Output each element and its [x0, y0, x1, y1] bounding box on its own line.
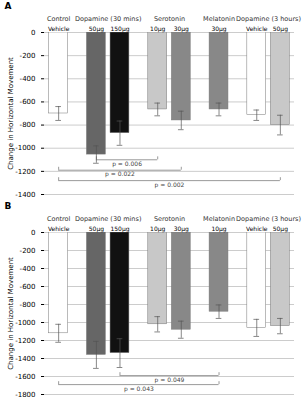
svg-text:-400: -400 — [20, 75, 36, 83]
svg-text:Dopamine (3 hours): Dopamine (3 hours) — [236, 215, 301, 223]
svg-text:p = 0.022: p = 0.022 — [105, 170, 135, 178]
svg-text:50µg: 50µg — [273, 225, 288, 233]
svg-text:p = 0.006: p = 0.006 — [112, 160, 142, 168]
svg-text:Change in Horizontal Movement: Change in Horizontal Movement — [7, 257, 15, 370]
svg-text:-600: -600 — [20, 98, 36, 106]
svg-text:30µg: 30µg — [174, 225, 189, 233]
svg-text:B: B — [5, 201, 12, 211]
svg-text:-1600: -1600 — [15, 373, 35, 381]
svg-text:A: A — [5, 1, 12, 11]
svg-text:10µg: 10µg — [150, 25, 165, 33]
svg-text:50µg: 50µg — [273, 25, 288, 33]
svg-text:-400: -400 — [20, 265, 36, 273]
svg-text:Melatonin: Melatonin — [203, 215, 235, 223]
svg-text:10µg: 10µg — [211, 225, 226, 233]
svg-text:0: 0 — [31, 229, 35, 237]
svg-text:Dopamine (30 mins): Dopamine (30 mins) — [75, 15, 141, 23]
svg-text:Melatonin: Melatonin — [203, 15, 235, 23]
svg-text:-1400: -1400 — [15, 191, 35, 199]
svg-text:0: 0 — [31, 29, 35, 37]
svg-text:Vehicle: Vehicle — [246, 25, 268, 32]
svg-text:-1200: -1200 — [15, 168, 35, 176]
svg-text:150µg: 150µg — [110, 225, 129, 233]
svg-text:Vehicle: Vehicle — [48, 25, 70, 32]
svg-text:Control: Control — [47, 15, 71, 23]
svg-text:50µg: 50µg — [89, 25, 104, 33]
svg-text:p = 0.043: p = 0.043 — [124, 385, 154, 393]
svg-text:150µg: 150µg — [110, 25, 129, 33]
svg-text:-800: -800 — [20, 121, 36, 129]
svg-text:10µg: 10µg — [150, 225, 165, 233]
svg-text:Dopamine (30 mins): Dopamine (30 mins) — [75, 215, 141, 223]
svg-text:p = 0.002: p = 0.002 — [155, 181, 185, 189]
svg-text:-1400: -1400 — [15, 355, 35, 363]
svg-text:-1800: -1800 — [15, 391, 35, 399]
svg-text:p = 0.049: p = 0.049 — [155, 376, 185, 384]
svg-text:-200: -200 — [20, 52, 36, 60]
svg-text:Vehicle: Vehicle — [48, 225, 70, 232]
svg-text:50µg: 50µg — [89, 225, 104, 233]
svg-text:Control: Control — [47, 215, 71, 223]
svg-text:Vehicle: Vehicle — [246, 225, 268, 232]
svg-text:-600: -600 — [20, 283, 36, 291]
svg-text:30µg: 30µg — [174, 25, 189, 33]
svg-text:Serotonin: Serotonin — [154, 215, 185, 223]
svg-text:Serotonin: Serotonin — [154, 15, 185, 23]
svg-text:Dopamine (3 hours): Dopamine (3 hours) — [236, 15, 301, 23]
svg-text:-1000: -1000 — [15, 144, 35, 152]
svg-text:30µg: 30µg — [211, 25, 226, 33]
svg-text:-1000: -1000 — [15, 319, 35, 327]
svg-text:-200: -200 — [20, 247, 36, 255]
svg-text:-800: -800 — [20, 301, 36, 309]
svg-text:-1200: -1200 — [15, 337, 35, 345]
svg-text:Change in Horizontal Movement: Change in Horizontal Movement — [7, 57, 15, 170]
